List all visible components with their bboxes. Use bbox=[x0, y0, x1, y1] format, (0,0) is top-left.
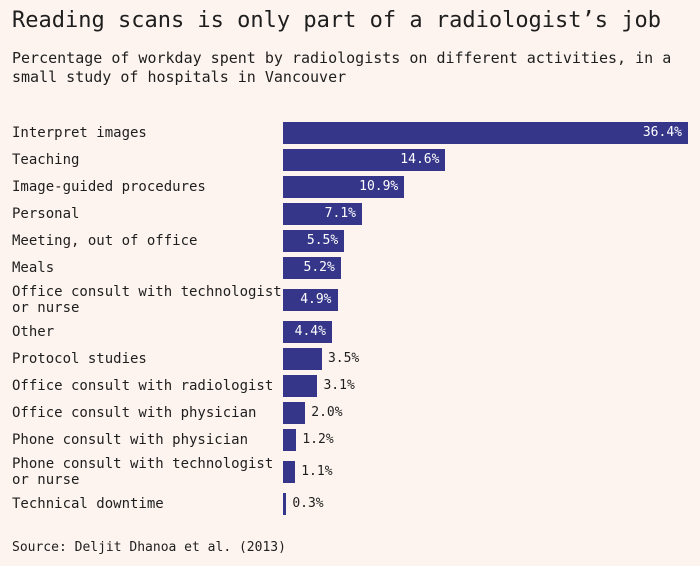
bar bbox=[283, 202, 362, 225]
bar bbox=[283, 121, 688, 144]
category-label: Image-guided procedures bbox=[12, 178, 206, 195]
row: Technical downtime 0.3% bbox=[0, 490, 700, 517]
bar-area: 3.5% bbox=[283, 347, 688, 370]
category-label: Protocol studies bbox=[12, 350, 147, 367]
row: Image-guided procedures 10.9% bbox=[0, 173, 700, 200]
value-label: 10.9% bbox=[359, 178, 399, 194]
bar bbox=[283, 175, 405, 198]
category-label: Office consult with physician bbox=[12, 404, 257, 421]
bar-area: 1.1% bbox=[283, 460, 688, 483]
category-label: Other bbox=[12, 323, 55, 340]
chart-subtitle: Percentage of workday spent by radiologi… bbox=[12, 49, 672, 86]
bar bbox=[283, 229, 345, 252]
value-label: 5.2% bbox=[303, 259, 335, 275]
category-label: Personal bbox=[12, 205, 80, 222]
bar bbox=[283, 492, 287, 515]
value-label: 36.4% bbox=[642, 124, 682, 140]
value-label: 0.3% bbox=[292, 495, 324, 511]
row: Meeting, out of office 5.5% bbox=[0, 227, 700, 254]
row: Office consult with physician 2.0% bbox=[0, 399, 700, 426]
bar-area: 5.2% bbox=[283, 256, 688, 279]
bar bbox=[283, 374, 318, 397]
bar bbox=[283, 288, 338, 311]
row: Personal 7.1% bbox=[0, 200, 700, 227]
row: Office consult with technologist or nurs… bbox=[0, 281, 700, 318]
value-label: 2.0% bbox=[311, 404, 343, 420]
bar-area: 0.3% bbox=[283, 492, 688, 515]
row: Office consult with radiologist 3.1% bbox=[0, 372, 700, 399]
bar-area: 4.9% bbox=[283, 288, 688, 311]
row: Other 4.4% bbox=[0, 318, 700, 345]
bar-area: 36.4% bbox=[283, 121, 688, 144]
category-label: Office consult with radiologist bbox=[12, 377, 274, 394]
row: Interpret images 36.4% bbox=[0, 119, 700, 146]
row: Phone consult with technologist or nurse… bbox=[0, 453, 700, 490]
bar bbox=[283, 428, 297, 451]
category-label: Office consult with technologist or nurs… bbox=[12, 283, 282, 316]
bar-area: 1.2% bbox=[283, 428, 688, 451]
source: Source: Deljit Dhanoa et al. (2013) bbox=[12, 540, 286, 555]
bar bbox=[283, 347, 322, 370]
bar bbox=[283, 148, 446, 171]
category-label: Teaching bbox=[12, 151, 80, 168]
value-label: 5.5% bbox=[306, 232, 339, 248]
category-label: Meals bbox=[12, 259, 55, 276]
category-label: Phone consult with physician bbox=[12, 431, 249, 448]
category-label: Interpret images bbox=[12, 124, 147, 141]
value-label: 3.5% bbox=[327, 350, 360, 366]
value-label: 1.1% bbox=[301, 463, 333, 479]
bar-area: 5.5% bbox=[283, 229, 688, 252]
chart-title: Reading scans is only part of a radiolog… bbox=[12, 8, 662, 33]
value-label: 4.9% bbox=[300, 291, 332, 307]
value-label: 3.1% bbox=[323, 377, 355, 393]
category-label: Technical downtime bbox=[12, 495, 164, 512]
bar-area: 4.4% bbox=[283, 320, 688, 343]
value-label: 1.2% bbox=[302, 431, 334, 447]
bar bbox=[283, 256, 341, 279]
bar-area: 10.9% bbox=[283, 175, 688, 198]
bar bbox=[283, 460, 296, 483]
row: Meals 5.2% bbox=[0, 254, 700, 281]
bar-area: 7.1% bbox=[283, 202, 688, 225]
bar bbox=[283, 320, 332, 343]
row: Teaching 14.6% bbox=[0, 146, 700, 173]
value-label: 7.1% bbox=[324, 205, 356, 221]
row: Phone consult with physician 1.2% bbox=[0, 426, 700, 453]
bar-area: 2.0% bbox=[283, 401, 688, 424]
plot: Interpret images 36.4% Teaching 14.6% Image-… bbox=[0, 119, 700, 517]
row: Protocol studies 3.5% bbox=[0, 345, 700, 372]
bar-area: 14.6% bbox=[283, 148, 688, 171]
bar-area: 3.1% bbox=[283, 374, 688, 397]
value-label: 14.6% bbox=[400, 151, 440, 167]
category-label: Phone consult with technologist or nurse bbox=[12, 455, 274, 488]
bar bbox=[283, 401, 306, 424]
value-label: 4.4% bbox=[294, 323, 326, 339]
category-label: Meeting, out of office bbox=[12, 232, 198, 249]
